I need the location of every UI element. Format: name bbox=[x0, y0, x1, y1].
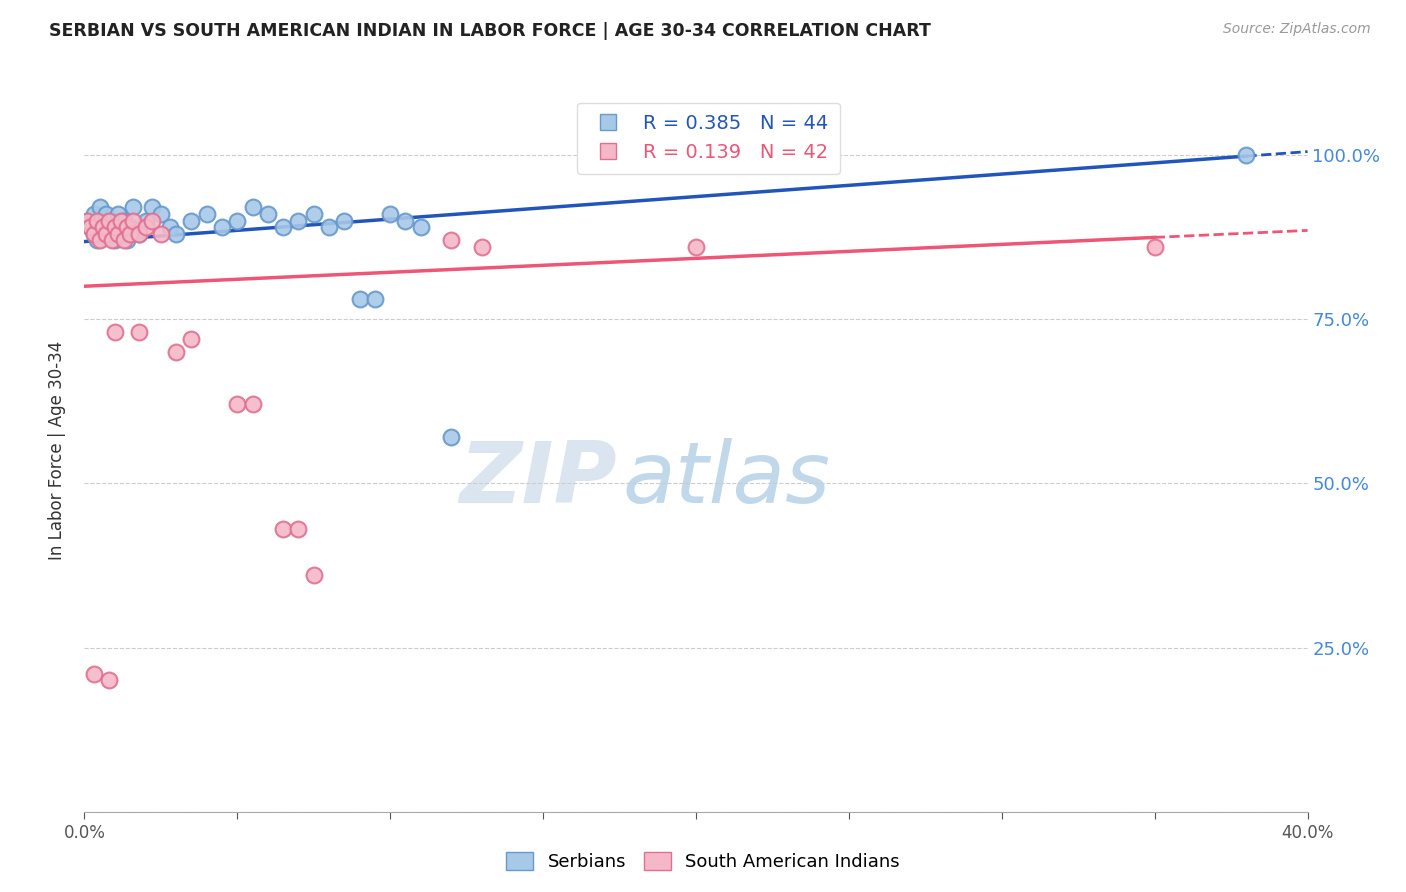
Point bbox=[110, 213, 132, 227]
Point bbox=[122, 213, 145, 227]
Point bbox=[180, 213, 202, 227]
Point bbox=[83, 227, 105, 241]
Point bbox=[91, 220, 114, 235]
Point bbox=[440, 233, 463, 247]
Point bbox=[76, 213, 98, 227]
Text: Source: ZipAtlas.com: Source: ZipAtlas.com bbox=[1223, 22, 1371, 37]
Point bbox=[112, 213, 135, 227]
Point bbox=[79, 220, 101, 235]
Point bbox=[394, 213, 416, 227]
Point bbox=[226, 213, 249, 227]
Point bbox=[318, 220, 340, 235]
Y-axis label: In Labor Force | Age 30-34: In Labor Force | Age 30-34 bbox=[48, 341, 66, 560]
Point bbox=[302, 568, 325, 582]
Point bbox=[91, 220, 114, 235]
Point bbox=[107, 207, 129, 221]
Point bbox=[1236, 148, 1258, 162]
Point bbox=[101, 233, 124, 247]
Point bbox=[364, 293, 387, 307]
Point bbox=[122, 201, 145, 215]
Point bbox=[104, 220, 127, 235]
Point bbox=[333, 213, 356, 227]
Point bbox=[195, 207, 218, 221]
Legend: R = 0.385   N = 44, R = 0.139   N = 42: R = 0.385 N = 44, R = 0.139 N = 42 bbox=[578, 103, 841, 174]
Point bbox=[97, 227, 120, 241]
Point bbox=[83, 666, 105, 681]
Point bbox=[101, 213, 124, 227]
Point bbox=[97, 673, 120, 688]
Point bbox=[380, 207, 402, 221]
Point bbox=[104, 233, 127, 247]
Point bbox=[120, 227, 142, 241]
Point bbox=[97, 213, 120, 227]
Point bbox=[120, 220, 142, 235]
Point bbox=[128, 227, 150, 241]
Point bbox=[79, 220, 101, 235]
Point bbox=[226, 397, 249, 411]
Point bbox=[302, 207, 325, 221]
Point bbox=[211, 220, 233, 235]
Point bbox=[83, 227, 105, 241]
Point bbox=[149, 207, 172, 221]
Point bbox=[271, 220, 294, 235]
Point bbox=[89, 233, 111, 247]
Point bbox=[135, 213, 157, 227]
Text: SERBIAN VS SOUTH AMERICAN INDIAN IN LABOR FORCE | AGE 30-34 CORRELATION CHART: SERBIAN VS SOUTH AMERICAN INDIAN IN LABO… bbox=[49, 22, 931, 40]
Point bbox=[112, 233, 135, 247]
Point bbox=[141, 201, 163, 215]
Point bbox=[180, 332, 202, 346]
Point bbox=[242, 201, 264, 215]
Point bbox=[94, 207, 117, 221]
Point bbox=[257, 207, 280, 221]
Point bbox=[110, 227, 132, 241]
Point bbox=[471, 240, 494, 254]
Point bbox=[89, 201, 111, 215]
Point bbox=[685, 240, 707, 254]
Point bbox=[1143, 240, 1166, 254]
Point bbox=[349, 293, 371, 307]
Point bbox=[135, 220, 157, 235]
Point bbox=[94, 227, 117, 241]
Text: atlas: atlas bbox=[623, 438, 831, 521]
Point bbox=[107, 227, 129, 241]
Point bbox=[104, 220, 127, 235]
Point bbox=[165, 227, 187, 241]
Point bbox=[149, 227, 172, 241]
Point bbox=[83, 207, 105, 221]
Point bbox=[287, 522, 309, 536]
Point bbox=[440, 430, 463, 444]
Point bbox=[287, 213, 309, 227]
Point bbox=[128, 325, 150, 339]
Text: ZIP: ZIP bbox=[458, 438, 616, 521]
Point bbox=[76, 213, 98, 227]
Point bbox=[271, 522, 294, 536]
Point bbox=[128, 227, 150, 241]
Point bbox=[165, 345, 187, 359]
Point bbox=[89, 213, 111, 227]
Point bbox=[141, 213, 163, 227]
Point bbox=[242, 397, 264, 411]
Point bbox=[159, 220, 181, 235]
Legend: Serbians, South American Indians: Serbians, South American Indians bbox=[499, 845, 907, 879]
Point bbox=[115, 233, 138, 247]
Point bbox=[115, 220, 138, 235]
Point bbox=[104, 325, 127, 339]
Point bbox=[86, 213, 108, 227]
Point bbox=[86, 233, 108, 247]
Point bbox=[409, 220, 432, 235]
